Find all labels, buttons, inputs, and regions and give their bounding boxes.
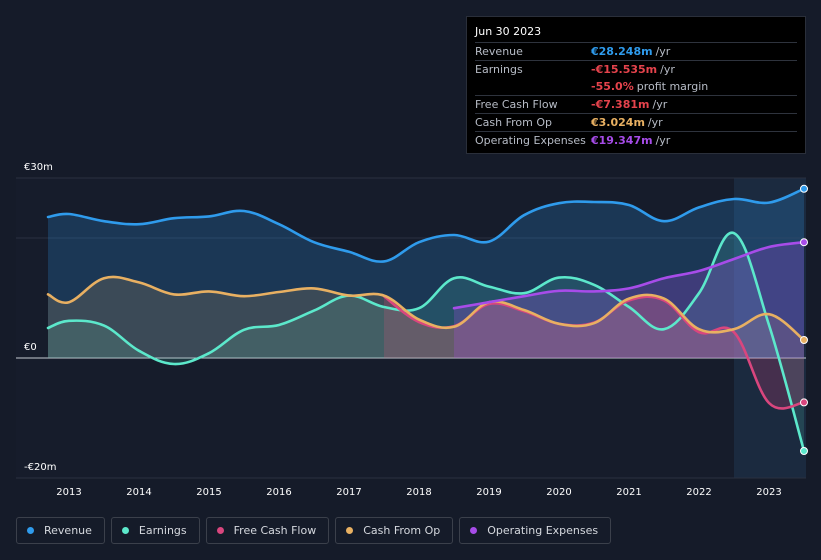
free-cash-flow-end-marker bbox=[800, 398, 808, 407]
tooltip-row-free-cash-flow: Free Cash Flow -€7.381m /yr bbox=[475, 96, 797, 114]
tooltip-value: -55.0% bbox=[591, 80, 634, 93]
grid-layer bbox=[16, 177, 806, 479]
earnings-end-marker bbox=[800, 447, 808, 455]
tooltip-unit: profit margin bbox=[636, 80, 709, 93]
x-tick-label: 2022 bbox=[686, 487, 711, 498]
x-tick-label: 2015 bbox=[196, 487, 221, 498]
y-tick-label: €0 bbox=[24, 342, 37, 353]
tooltip-value: €3.024m bbox=[591, 116, 645, 129]
cash-from-op-end-marker bbox=[800, 336, 808, 344]
tooltip-label bbox=[475, 78, 591, 95]
tooltip-unit: /yr bbox=[652, 98, 668, 111]
free-cash-flow-dot-icon bbox=[216, 527, 224, 534]
x-tick-label: 2020 bbox=[546, 487, 571, 498]
plot-background bbox=[16, 178, 806, 478]
x-tick-label: 2016 bbox=[266, 487, 291, 498]
tooltip-date: Jun 30 2023 bbox=[475, 25, 797, 43]
data-tooltip: Jun 30 2023 Revenue €28.248m /yr Earning… bbox=[466, 16, 806, 154]
cash-from-op-area bbox=[48, 276, 804, 358]
tooltip-unit: /yr bbox=[655, 45, 671, 58]
tooltip-row-profit-margin: -55.0% profit margin bbox=[475, 78, 797, 96]
chart-legend: Revenue Earnings Free Cash Flow Cash Fro… bbox=[16, 517, 612, 544]
cash-from-op-line bbox=[46, 275, 806, 342]
legend-item-earnings[interactable]: Earnings bbox=[110, 517, 200, 544]
legend-label: Free Cash Flow bbox=[233, 524, 317, 537]
legend-item-operating-expenses[interactable]: Operating Expenses bbox=[459, 517, 612, 544]
free-cash-flow-area bbox=[384, 296, 804, 409]
tooltip-row-cash-from-op: Cash From Op €3.024m /yr bbox=[475, 114, 797, 132]
x-tick-label: 2023 bbox=[756, 487, 781, 498]
tooltip-value: -€15.535m bbox=[591, 63, 658, 76]
series-lines bbox=[46, 187, 806, 453]
legend-item-free-cash-flow[interactable]: Free Cash Flow bbox=[205, 517, 330, 544]
tooltip-unit: /yr bbox=[660, 63, 675, 76]
x-tick-label: 2021 bbox=[616, 487, 641, 498]
legend-label: Revenue bbox=[44, 524, 92, 537]
tooltip-unit: /yr bbox=[647, 116, 663, 129]
revenue-area bbox=[48, 188, 804, 358]
tooltip-unit: /yr bbox=[655, 134, 671, 147]
revenue-line bbox=[46, 187, 806, 263]
tooltip-value: €19.347m bbox=[591, 134, 653, 147]
series-end-markers bbox=[800, 184, 808, 455]
operating-expenses-dot-icon bbox=[470, 527, 478, 534]
tooltip-row-revenue: Revenue €28.248m /yr bbox=[475, 43, 797, 61]
x-tick-label: 2014 bbox=[126, 487, 151, 498]
tooltip-label: Free Cash Flow bbox=[475, 98, 558, 111]
tooltip-row-operating-expenses: Operating Expenses €19.347m /yr bbox=[475, 132, 797, 149]
axis-labels: €30m €0 -€20m 2013 2014 2015 2016 2017 2018 2019 2… bbox=[24, 162, 782, 498]
y-tick-label: €30m bbox=[24, 162, 53, 173]
tooltip-label: Operating Expenses bbox=[475, 134, 586, 147]
tooltip-label: Revenue bbox=[475, 45, 523, 58]
x-tick-label: 2019 bbox=[476, 487, 501, 498]
revenue-dot-icon bbox=[27, 527, 34, 534]
legend-item-revenue[interactable]: Revenue bbox=[16, 517, 105, 544]
legend-label: Earnings bbox=[138, 524, 187, 537]
legend-label: Cash From Op bbox=[363, 524, 441, 537]
legend-item-cash-from-op[interactable]: Cash From Op bbox=[335, 517, 454, 544]
operating-expenses-end-marker bbox=[800, 238, 808, 247]
x-tick-label: 2018 bbox=[406, 487, 431, 498]
tooltip-label: Cash From Op bbox=[475, 116, 553, 129]
tooltip-value: €28.248m bbox=[591, 45, 653, 58]
x-tick-label: 2017 bbox=[336, 487, 361, 498]
revenue-end-marker bbox=[800, 184, 808, 193]
x-tick-label: 2013 bbox=[56, 487, 81, 498]
earnings-dot-icon bbox=[121, 527, 129, 534]
chart-canvas: €30m €0 -€20m 2013 2014 2015 2016 2017 2018 2019 2… bbox=[16, 162, 808, 498]
tooltip-label: Earnings bbox=[475, 63, 523, 76]
tooltip-row-earnings: Earnings -€15.535m /yr bbox=[475, 61, 797, 78]
legend-label: Operating Expenses bbox=[487, 524, 599, 537]
y-tick-label: -€20m bbox=[24, 462, 56, 473]
earnings-line bbox=[46, 231, 806, 453]
operating-expenses-line bbox=[452, 240, 806, 310]
cash-from-op-dot-icon bbox=[346, 527, 354, 534]
tooltip-value: -€7.381m bbox=[591, 98, 650, 111]
earnings-area bbox=[48, 232, 804, 451]
